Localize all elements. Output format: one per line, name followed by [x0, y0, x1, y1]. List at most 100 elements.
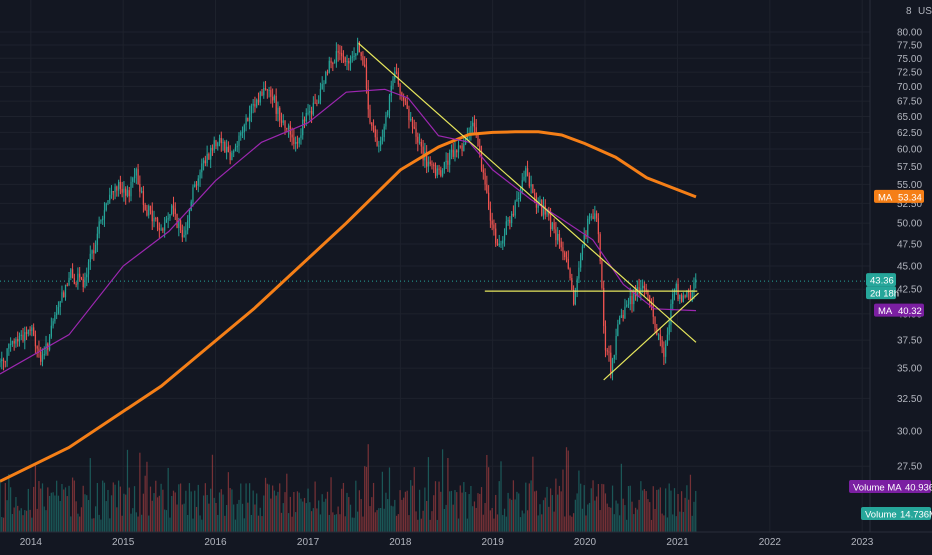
- candle-body: [225, 146, 228, 153]
- volume-bar: [321, 494, 323, 532]
- volume-bar: [107, 489, 109, 532]
- candle-body: [530, 184, 532, 187]
- candle-body: [268, 90, 270, 92]
- scale-mode-label[interactable]: 8: [906, 6, 912, 17]
- candle-body: [422, 146, 424, 161]
- candle-body: [218, 138, 221, 143]
- volume-bar: [243, 518, 245, 532]
- y-tick-label: 35.00: [897, 364, 922, 375]
- candle-body: [601, 261, 603, 288]
- volume-bar: [98, 514, 100, 532]
- candle-body: [489, 208, 492, 221]
- volume-bar: [464, 491, 467, 532]
- volume-bar: [487, 467, 490, 532]
- candle-body: [376, 137, 378, 146]
- x-tick-label: 2020: [574, 537, 597, 548]
- volume-bar: [54, 495, 56, 532]
- candle-body: [153, 218, 155, 222]
- candle-body: [155, 218, 157, 220]
- candle-body: [123, 188, 125, 193]
- volume-bar: [167, 467, 169, 532]
- candle-body: [364, 64, 366, 67]
- volume-bar: [82, 485, 84, 532]
- time-axis[interactable]: 2014 2015 2016 2017 2018 2019 2020 2021 2022 2023: [0, 531, 932, 548]
- volume-bar: [86, 495, 88, 532]
- candle-body: [202, 160, 205, 164]
- candle-body: [583, 235, 585, 247]
- volume-bar: [390, 505, 392, 532]
- volume-bar: [351, 517, 353, 532]
- volume-bar: [518, 493, 520, 532]
- volume-bar: [61, 484, 63, 532]
- y-tick-label: 30.00: [897, 426, 922, 437]
- candle-body: [447, 160, 449, 165]
- volume-bar: [569, 515, 571, 532]
- volume-bar: [422, 510, 424, 532]
- volume-bar: [603, 484, 605, 532]
- volume-bar: [245, 483, 247, 532]
- candle-body: [213, 140, 215, 151]
- volume-bar: [45, 510, 47, 532]
- candle-body: [493, 224, 495, 229]
- volume-bar: [333, 514, 336, 532]
- candle-body: [670, 303, 672, 325]
- candle-body: [254, 104, 256, 107]
- volume-bar: [56, 480, 58, 532]
- volume-bar: [227, 472, 229, 532]
- volume-bar: [91, 518, 93, 532]
- volume-bar: [4, 483, 6, 532]
- volume-bar: [48, 495, 51, 532]
- candle-body: [403, 95, 405, 101]
- trendlines[interactable]: [358, 42, 699, 381]
- volume-bar: [374, 512, 376, 532]
- volume-bar: [604, 493, 607, 532]
- volume-bar: [332, 512, 334, 532]
- candle-body: [126, 190, 129, 196]
- trendline[interactable]: [603, 292, 699, 381]
- volume-bar: [534, 491, 536, 532]
- candle-body: [132, 178, 134, 182]
- volume-bar: [236, 503, 238, 532]
- candle-body: [151, 210, 153, 222]
- volume-bar: [248, 483, 251, 532]
- y-tick-label: 77.50: [897, 40, 922, 51]
- candle-body: [64, 284, 67, 298]
- volume-bar: [257, 515, 260, 532]
- volume-bar: [89, 458, 91, 532]
- volume-bar: [125, 494, 127, 532]
- candle-body: [236, 145, 238, 148]
- volume-bar: [254, 504, 256, 532]
- volume-bar: [24, 510, 26, 532]
- x-tick-label: 2016: [204, 537, 227, 548]
- volume-bar: [25, 510, 28, 532]
- candle-body: [245, 117, 247, 125]
- volume-bar: [581, 508, 584, 532]
- candle-body: [199, 172, 201, 179]
- candle-body: [381, 137, 384, 141]
- volume-bar: [263, 495, 265, 532]
- candle-body: [666, 334, 669, 345]
- volume-bar: [689, 474, 692, 532]
- candle-body: [642, 285, 644, 289]
- volume-bar: [523, 513, 525, 532]
- candle-body: [410, 118, 412, 121]
- candle-body: [293, 137, 295, 145]
- candle-body: [116, 186, 118, 191]
- volume-bar: [482, 514, 484, 532]
- volume-bar: [10, 487, 12, 532]
- candle-body: [594, 213, 596, 220]
- candle-body: [45, 343, 47, 355]
- volume-bar: [580, 483, 582, 532]
- volume-bar: [295, 512, 297, 532]
- volume-bar: [128, 487, 130, 532]
- trendline[interactable]: [358, 42, 697, 343]
- volume-bar: [155, 480, 157, 532]
- candle-body: [169, 214, 171, 219]
- volume-bar: [456, 492, 458, 532]
- volume-bar: [43, 506, 45, 532]
- countdown-value: 2d 18h: [870, 289, 899, 300]
